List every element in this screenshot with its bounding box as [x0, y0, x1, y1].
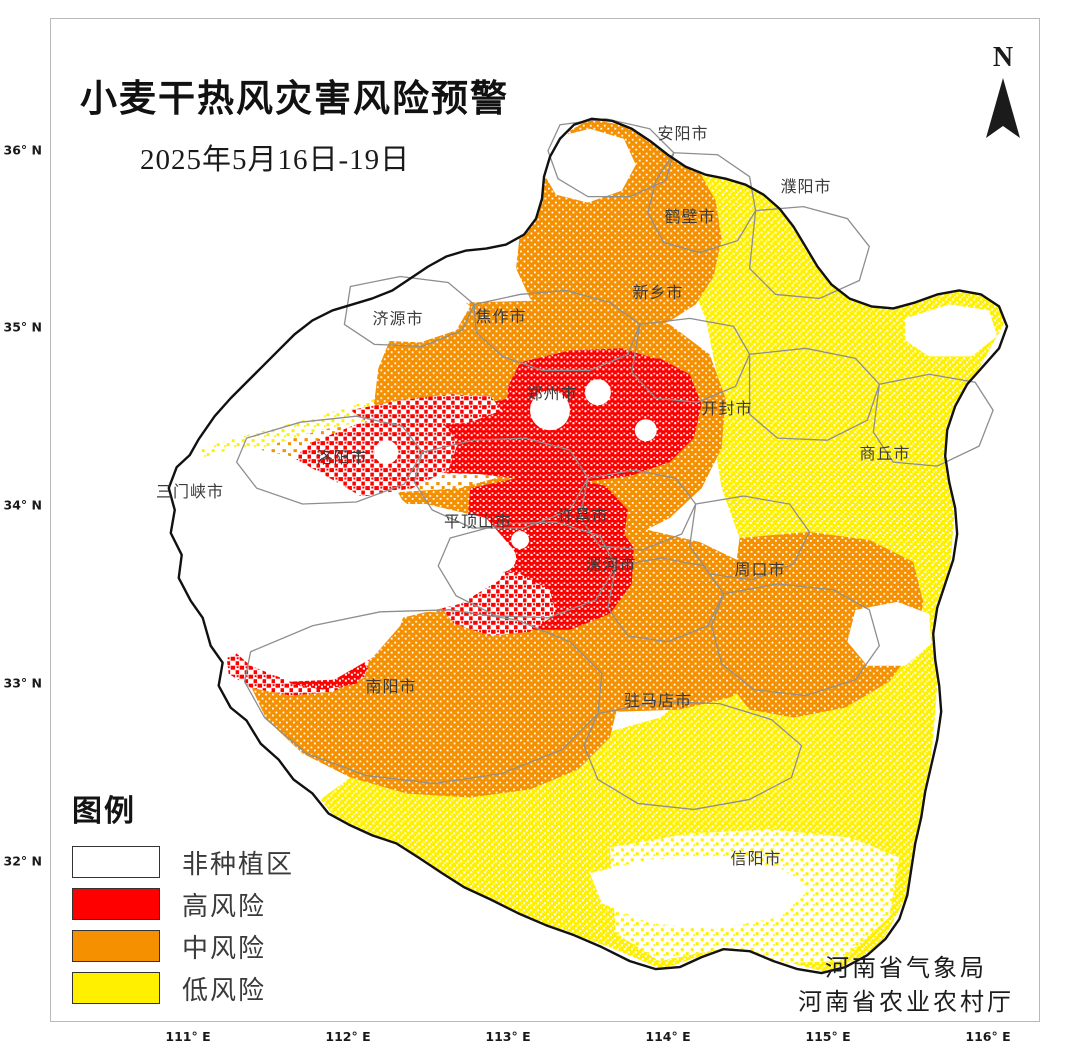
legend-items: 非种植区高风险中风险低风险 — [72, 842, 342, 1008]
legend-item-non-cropland: 非种植区 — [72, 842, 342, 882]
map-plot-frame: 安阳市 濮阳市 鹤壁市 新乡市 济源市 焦作市 郑州市 开封市 商丘市 洛阳市 三门峡市 平顶山市 许昌… — [50, 18, 1040, 1022]
legend-label-high-risk: 高风险 — [182, 891, 267, 922]
attribution-line-2: 河南省农业农村厅 — [798, 990, 1014, 1016]
page-subtitle: 2025年5月16日-19日 — [140, 144, 411, 176]
longitude-tick-label: 116° E — [965, 1029, 1011, 1044]
henan-risk-map — [51, 19, 1039, 1021]
latitude-tick-label: 33° N — [3, 675, 42, 691]
legend-label-medium-risk: 中风险 — [182, 933, 267, 964]
latitude-tick-label: 34° N — [3, 497, 42, 513]
longitude-tick-label: 115° E — [805, 1029, 851, 1044]
longitude-tick-label: 114° E — [645, 1029, 691, 1044]
province-boundary — [167, 117, 1009, 975]
latitude-tick-label: 32° N — [3, 853, 42, 869]
latitude-tick-label: 35° N — [3, 319, 42, 335]
prefecture-boundaries — [235, 118, 994, 811]
legend: 图例 非种植区高风险中风险低风险 — [72, 786, 342, 1010]
longitude-tick-label: 113° E — [485, 1029, 531, 1044]
legend-item-low-risk: 低风险 — [72, 968, 342, 1008]
legend-item-medium-risk: 中风险 — [72, 926, 342, 966]
legend-swatch-high-risk — [72, 888, 160, 920]
north-arrow-glyph — [986, 78, 1020, 138]
legend-title: 图例 — [72, 794, 136, 829]
north-arrow-label: N — [992, 42, 1014, 73]
page-title: 小麦干热风灾害风险预警 — [80, 77, 509, 120]
noncrop-holes — [168, 128, 998, 930]
legend-swatch-medium-risk — [72, 930, 160, 962]
legend-label-non-cropland: 非种植区 — [182, 849, 295, 880]
legend-item-high-risk: 高风险 — [72, 884, 342, 924]
legend-swatch-non-cropland — [72, 846, 160, 878]
legend-label-low-risk: 低风险 — [182, 975, 267, 1006]
attribution-line-1: 河南省气象局 — [825, 956, 987, 982]
risk-surface — [168, 118, 1008, 974]
north-arrow-icon: N — [975, 44, 1031, 144]
attribution: 河南省气象局 河南省农业农村厅 — [798, 952, 1014, 1020]
latitude-tick-label: 36° N — [3, 142, 42, 158]
longitude-tick-label: 112° E — [325, 1029, 371, 1044]
legend-swatch-low-risk — [72, 972, 160, 1004]
longitude-tick-label: 111° E — [165, 1029, 211, 1044]
